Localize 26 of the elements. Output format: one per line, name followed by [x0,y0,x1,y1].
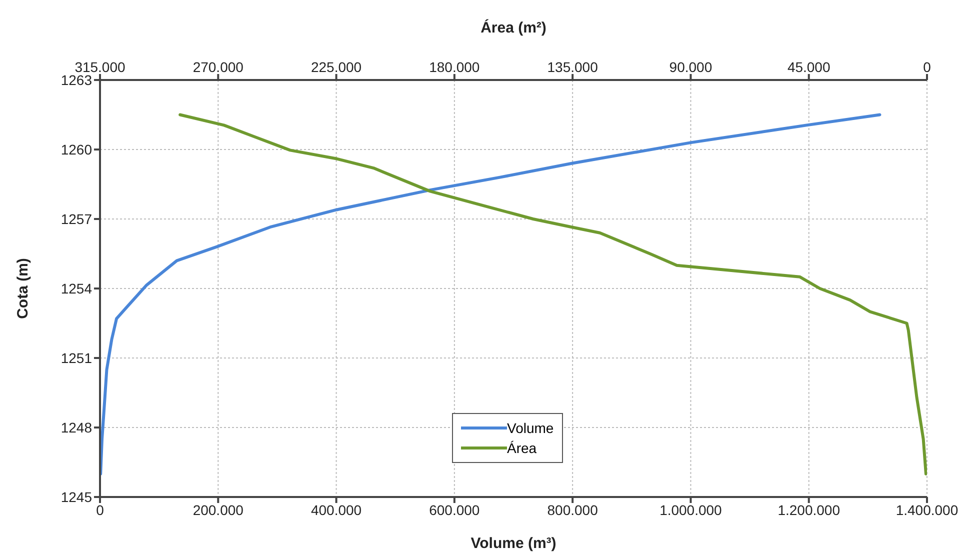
y-tick-label: 1257 [60,210,92,227]
y-tick-label: 1245 [60,488,92,505]
y-tick-label: 1260 [60,141,92,158]
x-tick-label: 400.000 [310,502,362,518]
y-tick-label: 1254 [60,280,92,296]
x-tick-label: 1.200.000 [778,502,840,518]
x2-tick-label: 180.000 [429,59,480,75]
x-tick-label: 1.000.000 [660,502,722,518]
x-tick-label: 200.000 [192,502,244,518]
x2-tick-label: 270.000 [192,59,244,75]
y-tick-label: 1251 [60,350,92,366]
x2-tick-label: 135.000 [547,59,598,75]
x2-tick-label: 0 [923,59,932,75]
x2-tick-label: 45.000 [787,59,830,75]
x-tick-label: 0 [96,502,104,518]
x-tick-label: 600.000 [429,502,480,518]
x-tick-label: 1.400.000 [896,502,958,518]
x-tick-label: 800.000 [547,502,598,518]
y-axis-title: Cota (m) [14,258,32,319]
y-tick-label: 1248 [60,419,92,436]
x2-tick-label: 90.000 [669,59,712,75]
x2-tick-label: 225.000 [310,59,362,75]
legend-label: Volume [507,419,554,438]
x-axis-title: Volume (m³) [470,535,556,552]
x2-axis-title: Área (m²) [480,18,546,37]
legend-label: Área [507,439,537,458]
